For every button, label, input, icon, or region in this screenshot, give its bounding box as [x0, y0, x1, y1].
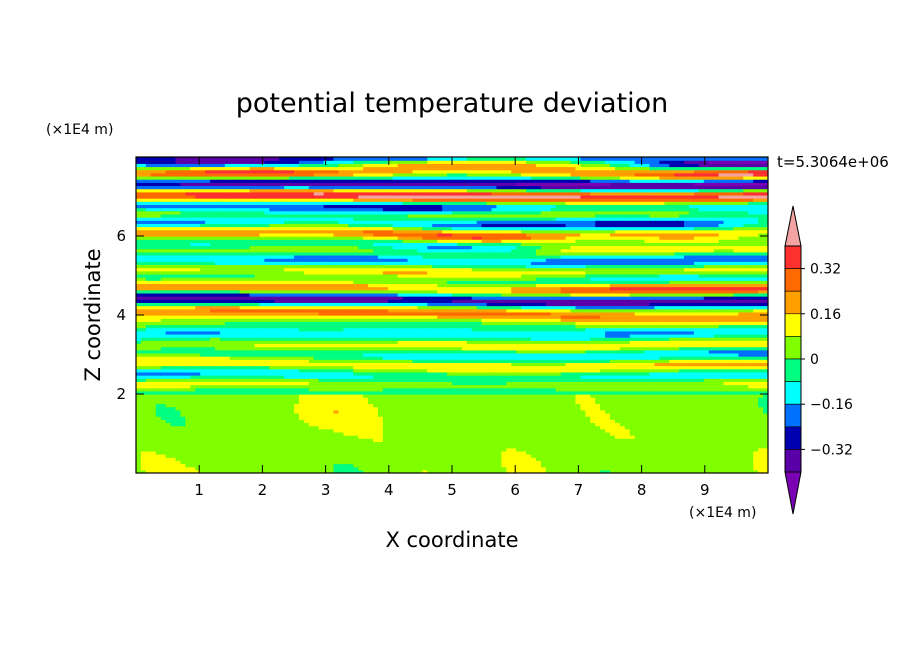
colorbar-swatch [784, 290, 802, 315]
colorbar-under-arrow [784, 471, 802, 515]
colorbar-swatch [784, 403, 802, 428]
y-axis: 2 4 6 [116, 227, 768, 403]
colorbar-tick-label: −0.16 [810, 397, 853, 413]
x-unit-label: (×1E4 m) [689, 505, 756, 521]
y-tick-label: 4 [116, 306, 126, 324]
colorbar-swatch [784, 268, 802, 292]
colorbar-tick-label: 0.32 [810, 262, 841, 278]
y-tick-label: 2 [116, 385, 126, 403]
colorbar-tick-label: −0.32 [810, 442, 853, 458]
time-label: t=5.3064e+06 [777, 153, 889, 171]
x-tick-label: 6 [510, 481, 520, 499]
colorbar-tick-label: 0.16 [810, 307, 841, 323]
y-axis-label: Z coordinate [81, 248, 105, 381]
x-tick-label: 4 [384, 481, 394, 499]
x-tick-label: 3 [321, 481, 331, 499]
colorbar-over-arrow [784, 205, 802, 247]
x-tick-label: 9 [700, 481, 710, 499]
x-axis-label: X coordinate [385, 528, 518, 552]
colorbar-swatch [784, 449, 802, 473]
colorbar-tick-label: 0 [810, 352, 819, 368]
colorbar: 0.32 0.16 0 −0.16 −0.32 [784, 205, 853, 515]
x-tick-label: 1 [194, 481, 204, 499]
x-tick-label: 7 [574, 481, 584, 499]
y-unit-label: (×1E4 m) [46, 122, 113, 138]
colorbar-swatch [784, 313, 802, 337]
contour-field [136, 157, 768, 473]
colorbar-swatch [784, 336, 802, 360]
x-tick-label: 2 [258, 481, 268, 499]
colorbar-swatch [784, 245, 802, 269]
x-tick-label: 5 [447, 481, 457, 499]
colorbar-swatch [784, 426, 802, 450]
colorbar-swatch [784, 358, 802, 382]
chart-title: potential temperature deviation [236, 88, 668, 119]
x-tick-label: 8 [637, 481, 647, 499]
colorbar-swatch [784, 381, 802, 405]
y-tick-label: 6 [116, 227, 126, 245]
x-axis: 1 2 3 4 5 6 7 8 9 [194, 157, 710, 499]
